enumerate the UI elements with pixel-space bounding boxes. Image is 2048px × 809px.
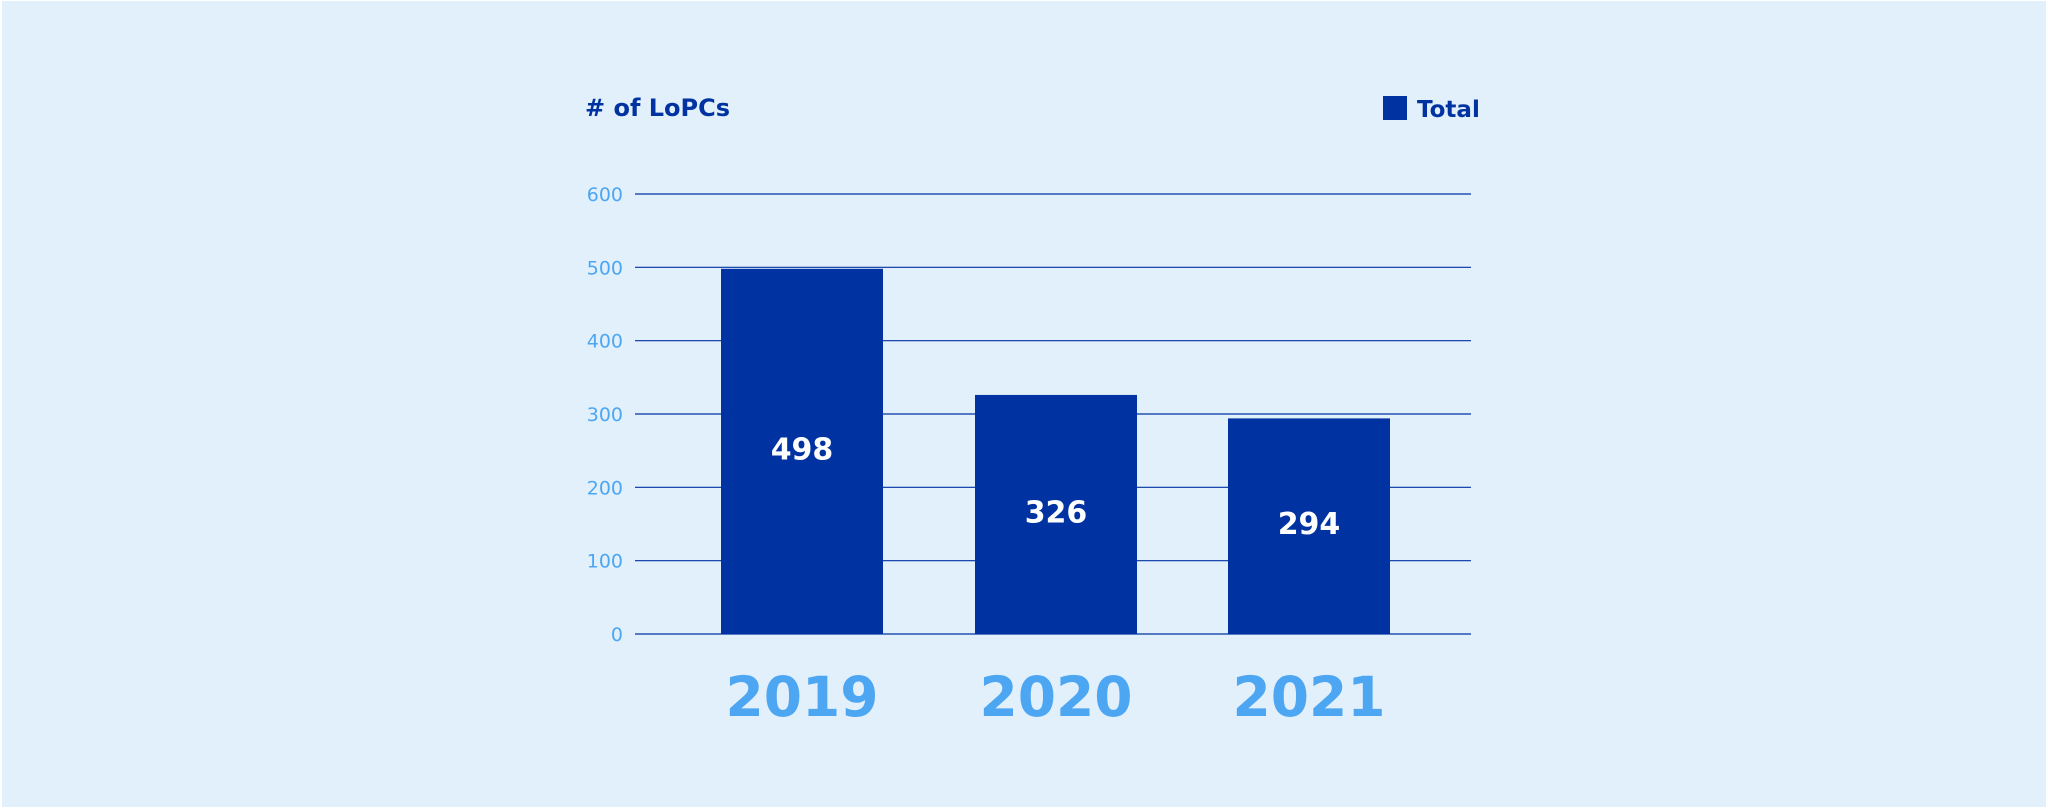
x-axis-ticks: 2019 2020 2021 bbox=[725, 665, 1385, 729]
bar-value-label: 294 bbox=[1278, 507, 1341, 542]
bars bbox=[721, 268, 1390, 634]
bar-value-label: 498 bbox=[771, 432, 834, 467]
y-tick-label: 500 bbox=[587, 257, 623, 279]
y-tick-label: 0 bbox=[611, 624, 623, 646]
bar-value-label: 326 bbox=[1025, 495, 1088, 530]
bar-2019 bbox=[721, 268, 883, 634]
x-tick-label: 2019 bbox=[725, 665, 878, 729]
legend: Total bbox=[1383, 96, 1480, 123]
x-tick-label: 2021 bbox=[1232, 665, 1385, 729]
bar-data-labels: 498 326 294 bbox=[771, 432, 1341, 542]
y-tick-label: 600 bbox=[587, 184, 623, 206]
y-tick-label: 200 bbox=[587, 477, 623, 499]
y-tick-label: 100 bbox=[587, 551, 623, 573]
y-axis-ticks: 0 100 200 300 400 500 600 bbox=[587, 184, 623, 646]
legend-label-total: Total bbox=[1417, 97, 1480, 123]
bar-2021 bbox=[1228, 418, 1390, 634]
y-axis-label: # of LoPCs bbox=[585, 94, 730, 122]
bar-2020 bbox=[975, 394, 1137, 634]
x-tick-label: 2020 bbox=[979, 665, 1132, 729]
legend-swatch-total bbox=[1383, 96, 1407, 120]
y-tick-label: 400 bbox=[587, 331, 623, 353]
y-tick-label: 300 bbox=[587, 404, 623, 426]
